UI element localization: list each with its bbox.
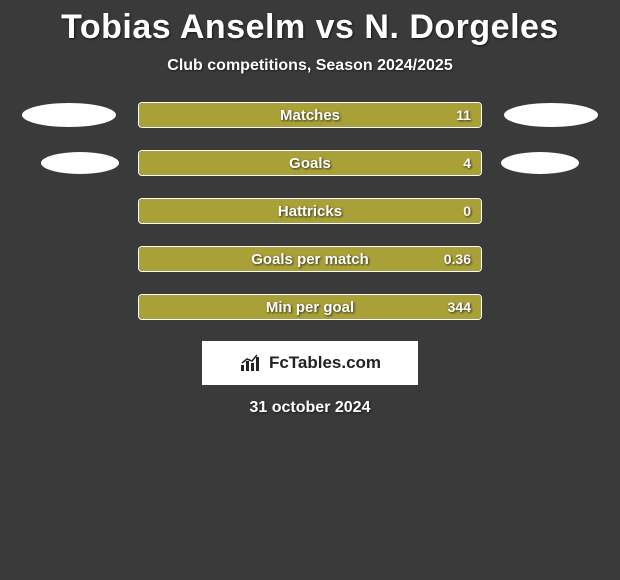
stat-row: Hattricks 0 xyxy=(0,197,620,225)
stat-label: Goals per match xyxy=(251,251,369,268)
stat-label: Hattricks xyxy=(278,203,342,220)
left-slot xyxy=(0,103,138,127)
stat-value: 0.36 xyxy=(444,251,471,267)
stat-label: Matches xyxy=(280,107,340,124)
page-title: Tobias Anselm vs N. Dorgeles xyxy=(0,8,620,47)
stat-value: 11 xyxy=(456,107,471,123)
stat-row: Goals 4 xyxy=(0,149,620,177)
stat-bar: Matches 11 xyxy=(138,102,482,128)
right-slot xyxy=(482,103,620,127)
stat-bar: Goals 4 xyxy=(138,150,482,176)
stat-bar: Min per goal 344 xyxy=(138,294,482,320)
stat-bar: Goals per match 0.36 xyxy=(138,246,482,272)
stat-row: Matches 11 xyxy=(0,101,620,129)
page-subtitle: Club competitions, Season 2024/2025 xyxy=(0,57,620,75)
value-ellipse-left xyxy=(22,103,116,127)
stat-label: Goals xyxy=(289,155,331,172)
stat-label: Min per goal xyxy=(266,299,354,316)
stats-list: Matches 11 Goals 4 Hattricks 0 Goals per match… xyxy=(0,101,620,321)
comparison-card: Tobias Anselm vs N. Dorgeles Club compet… xyxy=(0,0,620,417)
fctables-logo[interactable]: FcTables.com xyxy=(202,341,418,385)
stat-row: Min per goal 344 xyxy=(0,293,620,321)
stat-value: 0 xyxy=(463,203,471,219)
right-slot xyxy=(482,152,620,174)
stat-value: 4 xyxy=(463,155,471,171)
stat-row: Goals per match 0.36 xyxy=(0,245,620,273)
logo-text: FcTables.com xyxy=(269,353,381,373)
stat-value: 344 xyxy=(448,299,471,315)
left-slot xyxy=(0,152,138,174)
value-ellipse-right xyxy=(501,152,579,174)
value-ellipse-left xyxy=(41,152,119,174)
chart-icon xyxy=(239,353,263,373)
stat-bar: Hattricks 0 xyxy=(138,198,482,224)
date-label: 31 october 2024 xyxy=(0,399,620,417)
value-ellipse-right xyxy=(504,103,598,127)
